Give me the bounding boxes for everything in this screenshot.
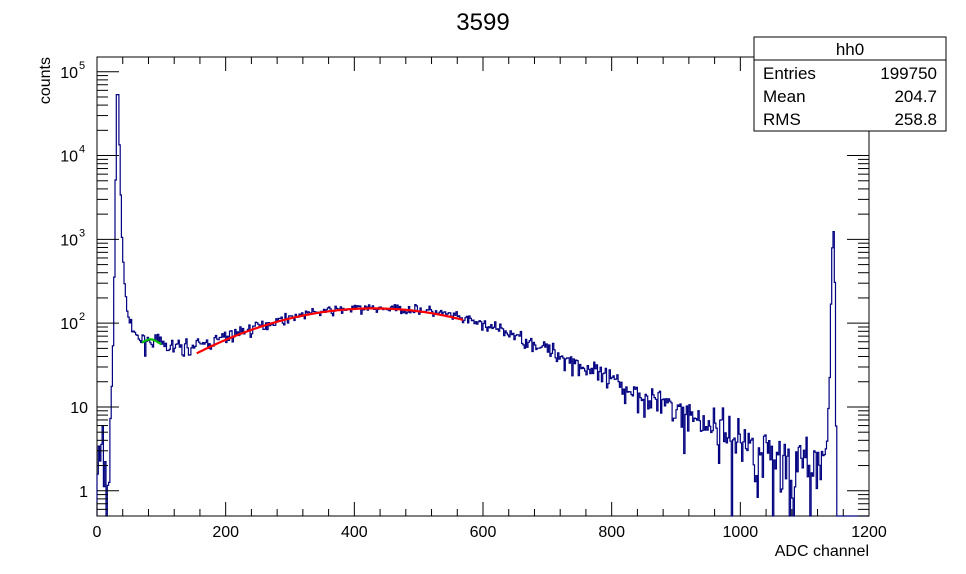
stats-box-name: hh0 (836, 40, 864, 59)
histogram-series (96, 94, 869, 517)
x-tick-label: 600 (470, 524, 497, 541)
stats-value-mean: 204.7 (894, 87, 937, 106)
y-tick-exponent: 4 (79, 144, 85, 156)
y-tick-label: 10 (70, 400, 88, 417)
x-tick-label: 800 (598, 524, 625, 541)
stats-value-entries: 199750 (880, 64, 937, 83)
y-tick-label: 10 4 (60, 144, 85, 166)
stats-value-rms: 258.8 (894, 110, 937, 129)
y-tick-base: 10 (60, 65, 78, 82)
x-axis-label: ADC channel (775, 543, 869, 560)
y-axis-label: counts (37, 57, 54, 104)
stats-box: hh0 Entries 199750 Mean 204.7 RMS 258.8 (753, 36, 947, 132)
y-tick-base: 10 (70, 400, 88, 417)
x-tick-label: 1200 (851, 524, 887, 541)
y-tick-base: 10 (60, 316, 78, 333)
fit-curve-1 (141, 338, 162, 346)
y-tick-base: 1 (79, 484, 88, 501)
y-tick-label: 10 2 (60, 311, 85, 333)
stats-label-entries: Entries (763, 64, 816, 83)
stats-label-mean: Mean (763, 87, 806, 106)
x-axis-ticks: 0 200 400 600 800 1000 1200 (93, 57, 887, 541)
y-tick-label: 1 (79, 484, 88, 501)
y-tick-exponent: 2 (79, 311, 85, 323)
y-tick-label: 10 3 (60, 227, 85, 249)
fit-curves (141, 307, 464, 355)
y-tick-exponent: 3 (79, 227, 85, 239)
chart-title: 3599 (456, 9, 509, 36)
x-tick-label: 0 (93, 524, 102, 541)
x-tick-label: 200 (212, 524, 239, 541)
y-tick-exponent: 5 (79, 60, 85, 72)
y-tick-base: 10 (60, 232, 78, 249)
x-tick-label: 400 (341, 524, 368, 541)
fit-curve-2 (196, 307, 464, 355)
stats-label-rms: RMS (763, 110, 801, 129)
y-tick-label: 10 5 (60, 60, 85, 82)
y-tick-base: 10 (60, 149, 78, 166)
x-tick-label: 1000 (723, 524, 759, 541)
stats-box-frame (753, 36, 947, 132)
